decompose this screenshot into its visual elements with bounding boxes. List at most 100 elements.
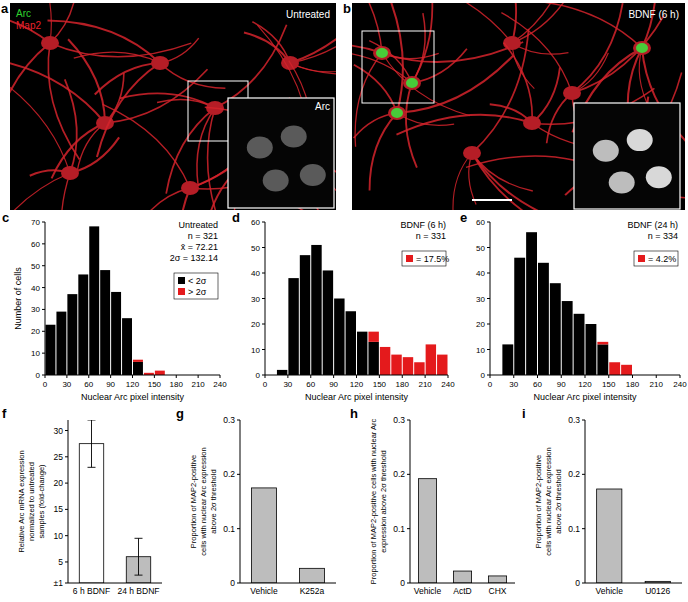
x-axis	[68, 583, 162, 584]
hist-bar	[100, 270, 110, 375]
y-tick-label: 0	[256, 371, 261, 380]
y-tick-label: 10	[54, 531, 64, 541]
y-tick-label: 0.1	[223, 524, 235, 534]
y-tick	[407, 420, 410, 421]
image-title: BDNF (6 h)	[628, 9, 679, 20]
y-tick-label: 10	[476, 346, 485, 355]
x-tick-label: 210	[418, 380, 432, 389]
neurite	[10, 66, 70, 173]
neurite	[103, 104, 190, 188]
x-tick	[656, 375, 657, 378]
x-tick	[287, 375, 288, 378]
error-cap	[135, 538, 143, 539]
bar-panel: gVehicleK252a00.10.20.3Proportion of MAP…	[176, 406, 336, 596]
y-tick-label: 15	[54, 504, 64, 514]
y-tick-label: 0	[230, 578, 235, 588]
annotation: Untreated	[178, 220, 218, 230]
x-tick	[220, 375, 221, 378]
cell-body	[181, 181, 199, 195]
arc-nucleus	[636, 43, 648, 53]
hist-bar	[597, 342, 608, 345]
y-tick	[487, 298, 490, 299]
histogram-panel: e03060901201501802102400102030405060Nucl…	[460, 210, 687, 402]
cell-body	[388, 106, 406, 120]
annotation: n = 321	[188, 231, 218, 241]
error-bar	[91, 420, 92, 467]
y-tick	[262, 324, 265, 325]
x-tick-label: 90	[106, 380, 115, 389]
x-axis-label: Nuclear Arc pixel intensity	[533, 392, 637, 402]
bars	[252, 488, 325, 583]
legend-swatch	[638, 255, 645, 262]
y-axis-label: Relative Arc mRNA expression	[17, 450, 26, 552]
y-axis-label: Proportion of MAP2-positive	[534, 455, 543, 548]
x-tick	[632, 375, 633, 378]
neurite	[48, 43, 79, 160]
y-tick	[487, 222, 490, 223]
y-tick-label: 60	[476, 218, 485, 227]
legend-label: > 2σ	[188, 287, 207, 297]
y-tick	[262, 222, 265, 223]
y-tick	[65, 456, 68, 457]
x-tick-label: 240	[673, 380, 687, 389]
bar	[597, 489, 622, 583]
arc-nucleus	[391, 108, 403, 118]
cell-body	[403, 76, 421, 90]
hist-bar	[574, 313, 585, 314]
inset	[574, 103, 680, 209]
annotation: 2σ = 132.14	[170, 253, 218, 263]
bars	[418, 479, 506, 583]
y-tick-label: 5	[58, 557, 63, 567]
error-cap	[135, 575, 143, 576]
y-axis-label: above 2σ threshold	[209, 469, 218, 533]
y-tick	[42, 309, 45, 310]
y-axis-label: cells with nuclear Arc expression	[199, 447, 208, 555]
neurite	[48, 21, 160, 63]
hist-bar	[311, 245, 321, 375]
neurite	[469, 153, 476, 205]
neurite	[572, 53, 608, 93]
image-content	[352, 3, 685, 210]
hist-bar	[426, 344, 436, 375]
panel-label: h	[350, 406, 358, 421]
hist-bar	[122, 318, 132, 319]
y-tick-label: 0.2	[393, 469, 405, 479]
hist-bar	[67, 294, 77, 295]
inset-nucleus	[281, 126, 307, 148]
hist-bar	[46, 325, 56, 375]
inset	[228, 98, 334, 208]
y-tick-label: 70	[31, 218, 40, 227]
y-tick-label: 0.1	[393, 524, 405, 534]
legend-box	[634, 251, 678, 266]
x-tick	[680, 375, 681, 378]
y-tick-label: 30	[31, 305, 40, 314]
x-axis	[410, 583, 515, 584]
x-tick	[110, 375, 111, 378]
hist-bar	[277, 370, 287, 375]
neurite	[472, 29, 529, 153]
x-tick	[132, 375, 133, 378]
y-tick-label: 0	[400, 578, 405, 588]
annotation: BDNF (6 h)	[400, 220, 446, 230]
x-tick	[66, 375, 67, 378]
cell-body	[633, 41, 651, 55]
neurite	[120, 93, 215, 108]
cell-body	[563, 86, 581, 100]
neurite	[95, 63, 160, 94]
x-tick	[310, 375, 311, 378]
y-tick	[42, 287, 45, 288]
y-tick-label: 0	[36, 371, 41, 380]
y-tick	[262, 298, 265, 299]
y-axis	[45, 222, 46, 375]
bar	[418, 479, 436, 583]
neurite	[160, 63, 225, 88]
neurite	[10, 43, 50, 151]
y-tick-label: 0	[575, 578, 580, 588]
x-tick-label: 60	[306, 380, 315, 389]
hist-bar	[346, 311, 356, 312]
y-tick-label: 40	[476, 269, 485, 278]
legend-label: < 2σ	[188, 276, 207, 286]
hist-bar	[357, 331, 367, 332]
inset-nucleus	[593, 140, 619, 162]
y-tick-label: 50	[251, 244, 260, 253]
